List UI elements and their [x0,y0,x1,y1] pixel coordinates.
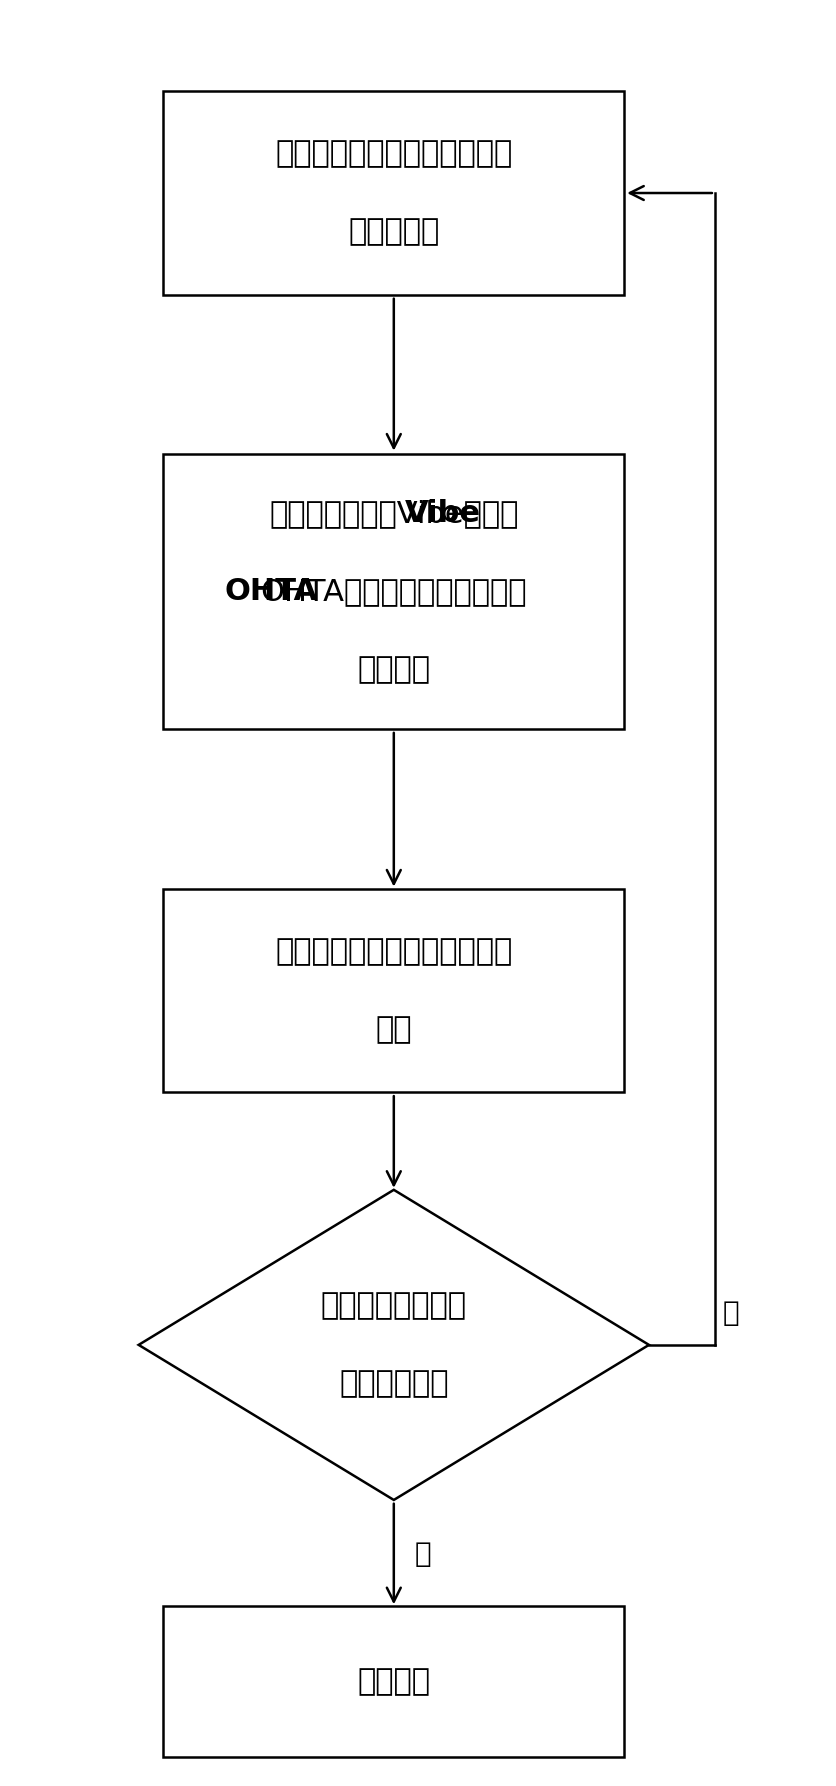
Text: 是否存在火焰: 是否存在火焰 [339,1370,448,1398]
Text: 否: 否 [722,1298,739,1327]
Text: OHTA颜色分割方法提取火焰: OHTA颜色分割方法提取火焰 [260,577,527,605]
Text: 平行双目立体系统中的双摄像: 平行双目立体系统中的双摄像 [275,139,512,168]
Text: OHTA: OHTA [225,577,318,605]
Text: Vibe: Vibe [405,500,480,529]
Text: 是: 是 [414,1540,431,1568]
Text: 检测: 检测 [375,1014,411,1045]
Bar [163,454,624,729]
Bar [163,91,624,295]
Text: 根据火焰检测可知: 根据火焰检测可知 [320,1291,466,1320]
Text: 采用基于改进的Vibe算法和: 采用基于改进的Vibe算法和 [269,500,517,529]
Bar [163,1606,624,1757]
Text: 采用多特征融合方法进行火焰: 采用多特征融合方法进行火焰 [275,938,512,966]
Text: 火灾定位: 火灾定位 [357,1666,430,1697]
Text: 机采集图像: 机采集图像 [348,218,439,246]
Polygon shape [139,1189,648,1500]
Bar [163,889,624,1093]
Text: 疑似区域: 疑似区域 [357,655,430,684]
